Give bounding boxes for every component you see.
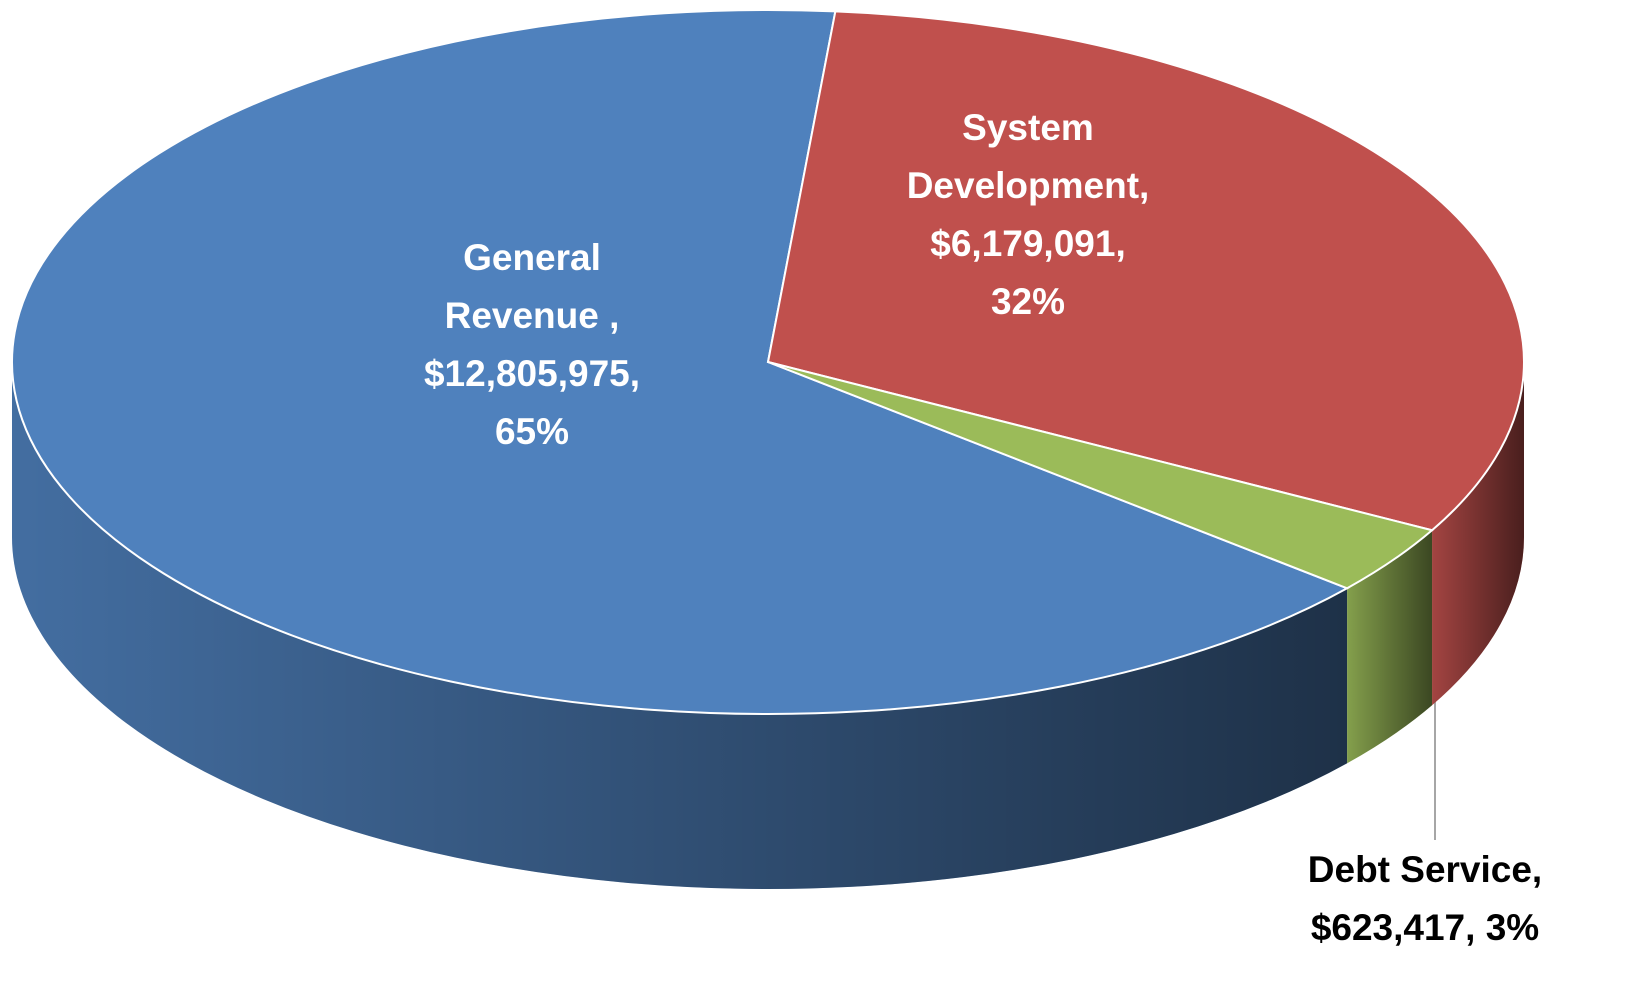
data-label: $12,805,975, bbox=[424, 353, 640, 394]
data-label: 32% bbox=[991, 281, 1065, 322]
data-label: $6,179,091, bbox=[930, 223, 1125, 264]
data-label: General bbox=[463, 237, 601, 278]
slice-side-shade bbox=[1432, 362, 1524, 706]
slice-side-shade bbox=[12, 362, 1348, 890]
data-label: Debt Service, bbox=[1308, 849, 1542, 890]
slice bbox=[11, 9, 1350, 715]
data-label: System bbox=[962, 107, 1094, 148]
slice bbox=[766, 10, 1525, 532]
data-label: $623,417, 3% bbox=[1311, 907, 1539, 948]
data-label: Revenue , bbox=[445, 295, 620, 336]
data-label: Development, bbox=[907, 165, 1150, 206]
data-label: 65% bbox=[495, 411, 569, 452]
slice-side-shade bbox=[1347, 530, 1433, 764]
slice bbox=[767, 361, 1435, 590]
